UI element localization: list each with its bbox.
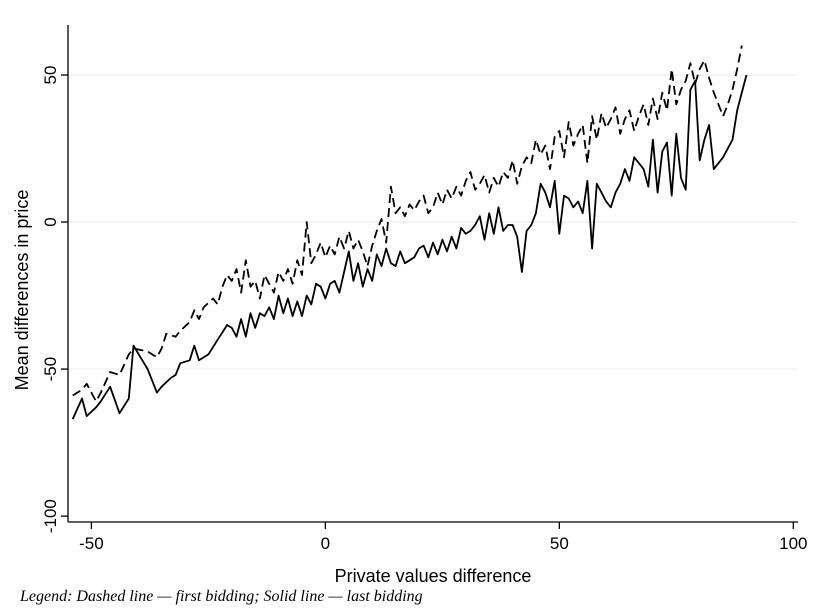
plot-frame bbox=[67, 25, 798, 523]
gridlines bbox=[68, 74, 798, 370]
y-tick-label: -100 bbox=[41, 499, 60, 533]
solid-series-line bbox=[71, 74, 748, 420]
figure-caption: Legend: Dashed line — first bidding; Sol… bbox=[20, 588, 423, 605]
x-tick-label: 100 bbox=[779, 534, 807, 553]
series-layer bbox=[71, 45, 748, 420]
y-axis: -100 -50 0 50 bbox=[41, 66, 68, 533]
x-tick-label: 0 bbox=[321, 534, 330, 553]
x-axis: -50 0 50 100 bbox=[79, 522, 808, 553]
x-tick-label: -50 bbox=[79, 534, 104, 553]
y-tick-label: 50 bbox=[41, 66, 60, 85]
y-tick-label: -50 bbox=[41, 357, 60, 382]
x-axis-title: Private values difference bbox=[335, 566, 532, 586]
y-axis-title: Mean differences in price bbox=[12, 190, 32, 391]
dashed-series-line bbox=[72, 45, 743, 403]
y-tick-label: 0 bbox=[41, 217, 60, 226]
x-tick-label: 50 bbox=[550, 534, 569, 553]
